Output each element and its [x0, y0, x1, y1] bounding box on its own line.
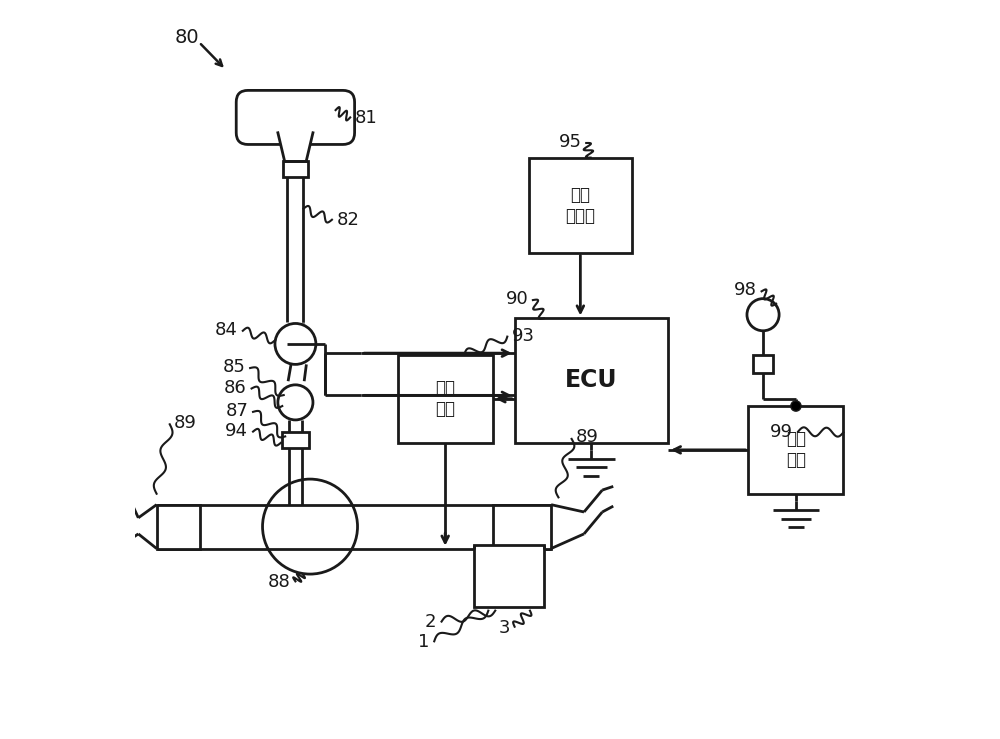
Bar — [282, 432, 309, 448]
Text: 87: 87 — [225, 402, 248, 420]
Text: 80: 80 — [175, 27, 200, 47]
Text: 89: 89 — [174, 414, 197, 432]
Bar — [529, 157, 632, 253]
Text: 94: 94 — [225, 422, 248, 440]
Bar — [283, 160, 308, 177]
Text: 95: 95 — [559, 132, 582, 151]
Text: 1: 1 — [418, 633, 429, 651]
Text: 车速
传感器: 车速 传感器 — [565, 185, 595, 225]
Text: 93: 93 — [512, 327, 535, 345]
Bar — [515, 319, 668, 443]
Circle shape — [747, 299, 779, 331]
Text: 82: 82 — [337, 211, 360, 229]
Bar — [753, 355, 773, 373]
Text: 81: 81 — [355, 109, 378, 127]
Circle shape — [791, 401, 801, 411]
Text: 98: 98 — [734, 282, 757, 299]
Text: 99: 99 — [770, 423, 793, 440]
Text: ECU: ECU — [565, 369, 618, 392]
Text: 85: 85 — [222, 358, 245, 376]
Text: 84: 84 — [215, 321, 238, 339]
Bar — [474, 545, 544, 607]
Bar — [398, 355, 493, 443]
Text: 86: 86 — [224, 379, 247, 397]
Text: 3: 3 — [498, 619, 510, 637]
Text: 88: 88 — [268, 573, 291, 591]
Polygon shape — [278, 133, 313, 160]
Circle shape — [263, 479, 358, 574]
FancyBboxPatch shape — [236, 90, 355, 144]
Text: 电动
马达: 电动 马达 — [435, 379, 455, 418]
Text: 2: 2 — [425, 613, 436, 631]
Bar — [493, 505, 551, 548]
Circle shape — [278, 385, 313, 420]
Text: 电源
装置: 电源 装置 — [786, 431, 806, 469]
Text: 90: 90 — [506, 290, 528, 308]
Bar — [157, 505, 200, 548]
Circle shape — [275, 324, 316, 364]
Bar — [748, 406, 843, 494]
Text: 89: 89 — [576, 429, 598, 446]
